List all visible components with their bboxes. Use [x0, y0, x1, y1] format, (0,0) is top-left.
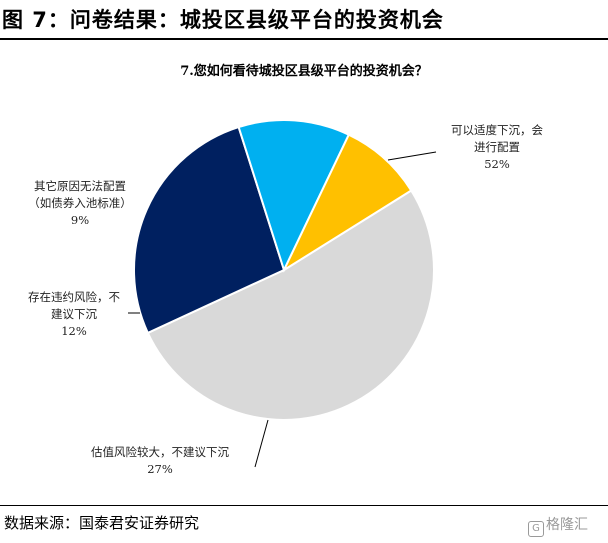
source-note: 数据来源：国泰君安证券研究 — [4, 514, 200, 532]
slice-category-label: 建议下沉 — [51, 307, 97, 321]
figure-title: 图 7：问卷结果：城投区县级平台的投资机会 — [2, 8, 444, 32]
slice-category-label: （如债券入池标准） — [28, 196, 132, 210]
slice-percent-label: 12% — [61, 324, 87, 338]
slice-category-label: 存在违约风险，不 — [28, 290, 120, 304]
watermark-logo-icon: G — [528, 521, 544, 537]
pie-slice-3 — [237, 119, 351, 273]
chart-title: 7.您如何看待城投区县级平台的投资机会？ — [180, 63, 428, 79]
leader-line-1 — [387, 151, 437, 161]
watermark: G 格隆汇 — [528, 514, 588, 537]
pie-slice-4 — [281, 133, 413, 273]
slice-category-label: 估值风险较大，不建议下沉 — [91, 445, 229, 459]
pie-slice-1 — [146, 189, 435, 421]
slice-category-label: 可以适度下沉，会 — [451, 123, 543, 137]
title-rule — [0, 38, 608, 40]
figure-header: 图 7：问卷结果：城投区县级平台的投资机会 — [0, 0, 608, 40]
pie-slice-2 — [133, 125, 286, 335]
watermark-text: 格隆汇 — [546, 517, 588, 533]
slice-category-label: 其它原因无法配置 — [34, 179, 126, 193]
leader-line-2 — [254, 419, 269, 468]
slice-percent-label: 9% — [71, 213, 89, 227]
slice-percent-label: 52% — [484, 157, 510, 171]
slice-percent-label: 27% — [147, 462, 173, 476]
slice-category-label: 进行配置 — [474, 140, 520, 154]
source-rule — [0, 505, 608, 506]
